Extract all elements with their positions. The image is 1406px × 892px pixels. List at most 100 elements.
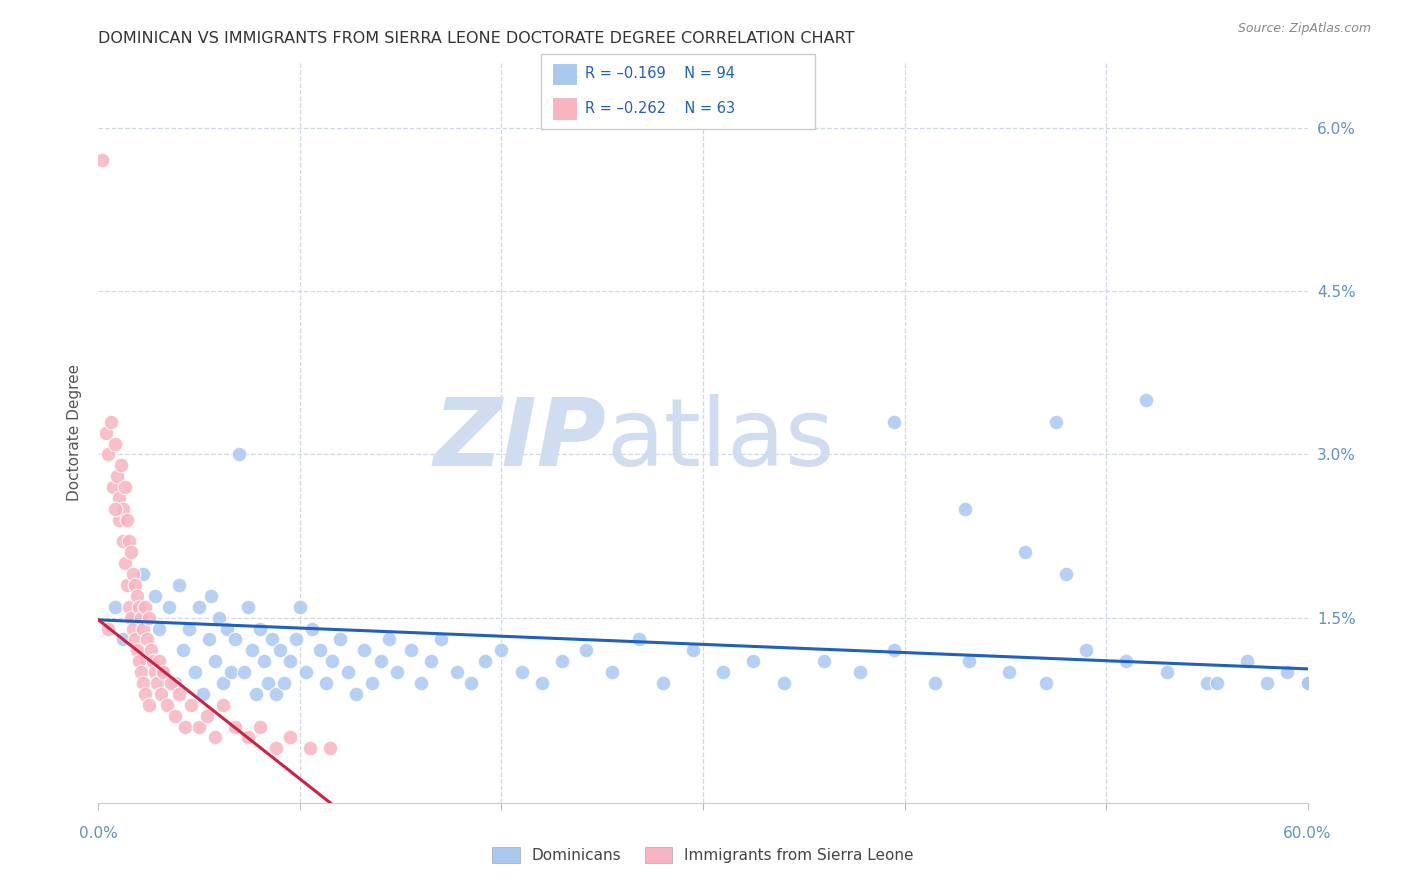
Point: [772, 676, 794, 690]
Point: [184, 665, 207, 680]
Point: [1195, 676, 1218, 690]
Point: [236, 599, 259, 614]
Point: [180, 698, 202, 712]
Point: [107, 491, 129, 505]
Point: [253, 654, 276, 668]
Legend: Dominicans, Immigrants from Sierra Leone: Dominicans, Immigrants from Sierra Leone: [486, 841, 920, 869]
Text: R = –0.169    N = 94: R = –0.169 N = 94: [585, 67, 735, 81]
Point: [1206, 676, 1229, 690]
Point: [212, 698, 235, 712]
Point: [125, 643, 148, 657]
Point: [135, 654, 157, 668]
Point: [132, 622, 155, 636]
Point: [224, 632, 246, 647]
Point: [344, 687, 367, 701]
Point: [1256, 676, 1278, 690]
Point: [114, 480, 136, 494]
Point: [148, 654, 170, 668]
Point: [460, 676, 482, 690]
Point: [204, 731, 226, 745]
Point: [1045, 415, 1067, 429]
Point: [167, 578, 190, 592]
Point: [152, 665, 174, 680]
Point: [1296, 676, 1319, 690]
Point: [124, 610, 146, 624]
Text: Source: ZipAtlas.com: Source: ZipAtlas.com: [1237, 22, 1371, 36]
Point: [134, 687, 156, 701]
Point: [188, 599, 211, 614]
Point: [1054, 567, 1077, 582]
Point: [114, 556, 136, 570]
Point: [385, 665, 408, 680]
Point: [491, 643, 513, 657]
Point: [1115, 654, 1137, 668]
Point: [1156, 665, 1178, 680]
Point: [301, 622, 323, 636]
Point: [195, 708, 218, 723]
Text: atlas: atlas: [606, 394, 835, 486]
Point: [530, 676, 553, 690]
Point: [321, 654, 343, 668]
Point: [337, 665, 360, 680]
Point: [409, 676, 432, 690]
Point: [399, 643, 422, 657]
Y-axis label: Doctorate Degree: Doctorate Degree: [66, 364, 82, 501]
Point: [1236, 654, 1258, 668]
Point: [249, 720, 271, 734]
Point: [167, 687, 190, 701]
Point: [135, 632, 157, 647]
Point: [377, 632, 399, 647]
Point: [111, 501, 134, 516]
Point: [179, 622, 201, 636]
Point: [148, 622, 170, 636]
Point: [146, 676, 169, 690]
Point: [103, 599, 125, 614]
Point: [120, 545, 142, 559]
Point: [125, 589, 148, 603]
Point: [212, 676, 235, 690]
Point: [128, 599, 150, 614]
FancyBboxPatch shape: [553, 62, 576, 86]
Point: [97, 447, 120, 461]
Point: [245, 687, 267, 701]
Point: [132, 676, 155, 690]
Point: [957, 654, 980, 668]
Text: 60.0%: 60.0%: [1284, 827, 1331, 841]
Point: [110, 458, 132, 473]
Point: [742, 654, 765, 668]
Point: [260, 632, 283, 647]
Point: [284, 632, 307, 647]
Point: [883, 415, 905, 429]
Point: [103, 436, 125, 450]
Point: [353, 643, 375, 657]
Point: [172, 643, 194, 657]
Point: [139, 643, 162, 657]
Point: [118, 534, 141, 549]
Point: [198, 632, 221, 647]
Point: [309, 643, 332, 657]
Point: [273, 676, 295, 690]
Point: [124, 578, 146, 592]
Point: [361, 676, 384, 690]
Point: [288, 599, 311, 614]
Point: [883, 643, 905, 657]
Text: 0.0%: 0.0%: [79, 827, 118, 841]
Point: [163, 708, 186, 723]
Point: [264, 687, 287, 701]
Point: [249, 622, 271, 636]
Point: [319, 741, 342, 756]
Point: [101, 480, 124, 494]
Point: [124, 632, 146, 647]
Point: [510, 665, 533, 680]
Point: [575, 643, 598, 657]
Point: [91, 153, 114, 168]
Point: [115, 513, 138, 527]
FancyBboxPatch shape: [541, 54, 815, 129]
Point: [651, 676, 673, 690]
Point: [1135, 392, 1157, 407]
Point: [188, 720, 211, 734]
Point: [143, 589, 166, 603]
Point: [163, 676, 186, 690]
Point: [849, 665, 872, 680]
Point: [474, 654, 496, 668]
